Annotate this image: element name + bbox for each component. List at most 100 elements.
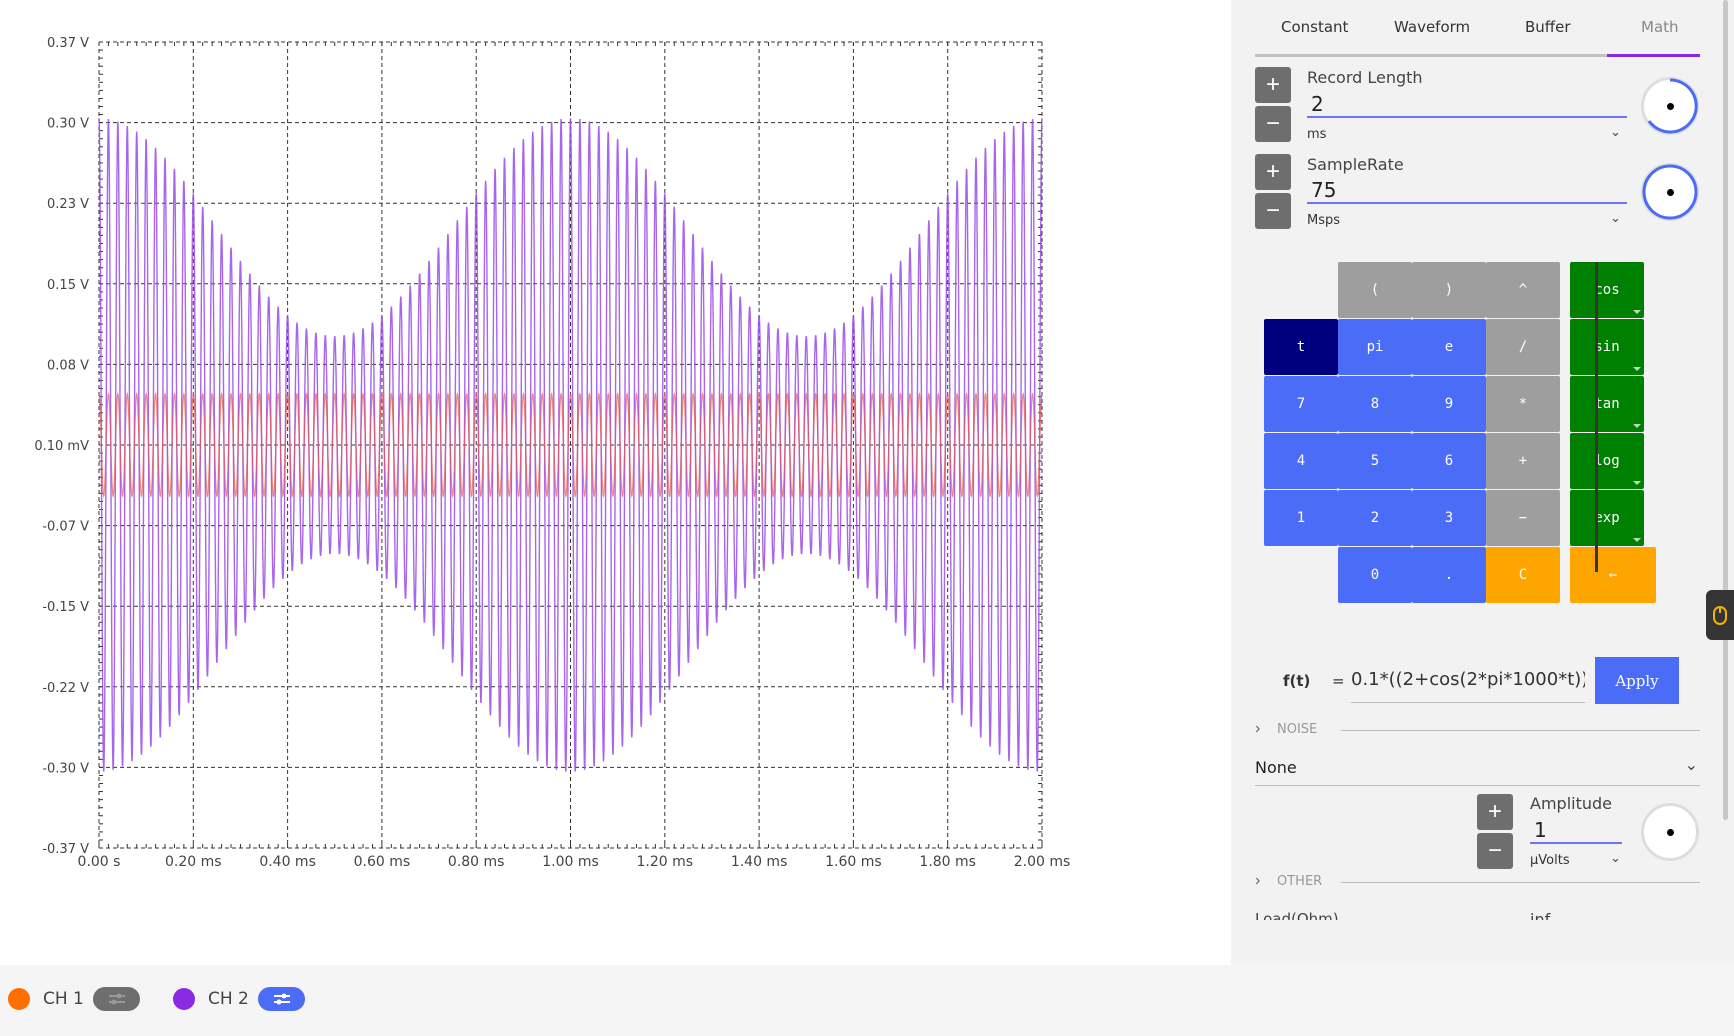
calc-key-22[interactable]: − — [1486, 490, 1560, 546]
function-equals: = — [1332, 672, 1345, 690]
y-tick-label: 0.23 V — [47, 197, 89, 212]
series-2-line[interactable] — [98, 392, 1043, 498]
x-tick-label: 0.60 ms — [354, 854, 411, 870]
chevron-down-icon: ⌄ — [1684, 755, 1698, 774]
calc-key-2[interactable]: ^ — [1486, 262, 1560, 318]
noise-section-header[interactable]: › NOISE — [1255, 720, 1700, 740]
calc-key-14[interactable]: 4 — [1264, 433, 1338, 489]
calc-key-20[interactable]: 2 — [1338, 490, 1412, 546]
amplitude-knob[interactable] — [1641, 803, 1699, 861]
amplitude-plus-button[interactable]: + — [1477, 794, 1513, 830]
calc-key-23[interactable]: exp — [1570, 490, 1644, 546]
y-tick-label: -0.07 V — [42, 520, 89, 535]
calc-key-12[interactable]: * — [1486, 376, 1560, 432]
calc-key-9[interactable]: 7 — [1264, 376, 1338, 432]
y-tick-label: 0.10 mV — [34, 439, 89, 454]
ch2-label: CH 2 — [208, 989, 249, 1009]
calc-key-0[interactable]: ( — [1338, 262, 1412, 318]
chevron-down-icon[interactable]: ⌄ — [1610, 210, 1621, 225]
record-length-input[interactable]: 2 — [1307, 92, 1627, 118]
sample-rate-label: SampleRate — [1307, 155, 1404, 174]
calc-key-11[interactable]: 9 — [1412, 376, 1486, 432]
mouse-icon — [1713, 606, 1727, 625]
calc-key-21[interactable]: 3 — [1412, 490, 1486, 546]
calc-key-10[interactable]: 8 — [1338, 376, 1412, 432]
x-tick-label: 2.00 ms — [1014, 854, 1071, 870]
series-1-line[interactable] — [98, 118, 1043, 772]
amplitude-input[interactable]: 1 — [1530, 818, 1622, 844]
calc-key-1[interactable]: ) — [1412, 262, 1486, 318]
ch1-label: CH 1 — [43, 989, 84, 1009]
other-section-header[interactable]: › OTHER — [1255, 872, 1700, 892]
calc-key-5[interactable]: pi — [1338, 319, 1412, 375]
amplitude-minus-button[interactable]: − — [1477, 833, 1513, 869]
tab-waveform[interactable]: Waveform — [1394, 18, 1471, 36]
sample-rate-plus-button[interactable]: + — [1255, 154, 1291, 190]
channel-2[interactable]: CH 2 — [173, 987, 305, 1011]
load-value: inf — [1530, 910, 1551, 920]
x-tick-label: 1.40 ms — [731, 854, 788, 870]
chevron-down-icon[interactable]: ⌄ — [1610, 850, 1621, 865]
load-label: Load(Ohm) — [1255, 910, 1339, 920]
x-tick-label: 0.00 s — [78, 854, 121, 870]
panel-scrollbar[interactable] — [1723, 0, 1728, 820]
sample-rate-input[interactable]: 75 — [1307, 178, 1627, 204]
plot-area[interactable]: 0.37 V 0.30 V 0.23 V 0.15 V 0.08 V 0.10 mV -0.… — [0, 0, 1231, 965]
tab-constant[interactable]: Constant — [1281, 18, 1349, 36]
noise-section-label: NOISE — [1277, 722, 1318, 737]
calc-key-24[interactable]: 0 — [1338, 547, 1412, 603]
calc-key-3[interactable]: cos — [1570, 262, 1644, 318]
y-tick-label: -0.22 V — [42, 681, 89, 696]
noise-type-value: None — [1255, 758, 1297, 777]
x-tick-label: 1.60 ms — [825, 854, 882, 870]
sliders-icon — [273, 993, 290, 1005]
x-tick-label: 1.80 ms — [919, 854, 976, 870]
record-length-unit-select[interactable]: ms — [1307, 127, 1327, 142]
y-tick-label: 0.30 V — [47, 117, 89, 132]
calc-key-19[interactable]: 1 — [1264, 490, 1338, 546]
side-collapse-handle[interactable] — [1706, 590, 1734, 640]
tab-bar: Constant Waveform Buffer Math — [1255, 14, 1700, 57]
function-label: f(t) — [1283, 672, 1311, 690]
calc-key-18[interactable]: log — [1570, 433, 1644, 489]
sample-rate-knob[interactable] — [1641, 163, 1699, 221]
calc-key-15[interactable]: 5 — [1338, 433, 1412, 489]
calc-key-8[interactable]: sin — [1570, 319, 1644, 375]
x-tick-label: 1.00 ms — [542, 854, 599, 870]
noise-type-select[interactable]: None ⌄ — [1255, 755, 1700, 786]
calc-key-17[interactable]: + — [1486, 433, 1560, 489]
calc-key-4[interactable]: t — [1264, 319, 1338, 375]
sliders-icon — [108, 993, 125, 1005]
knob-indicator — [1667, 103, 1674, 110]
calc-key-25[interactable]: . — [1412, 547, 1486, 603]
other-section-label: OTHER — [1277, 874, 1323, 889]
record-length-knob[interactable] — [1641, 77, 1699, 135]
sample-rate-minus-button[interactable]: − — [1255, 193, 1291, 229]
chevron-down-icon[interactable]: ⌄ — [1610, 124, 1621, 139]
calc-key-6[interactable]: e — [1412, 319, 1486, 375]
sample-rate-unit-select[interactable]: Msps — [1307, 213, 1341, 228]
calc-key-26[interactable]: C — [1486, 547, 1560, 603]
function-input[interactable]: 0.1*((2+cos(2*pi*1000*t))* — [1351, 658, 1585, 703]
apply-button[interactable]: Apply — [1595, 657, 1679, 704]
y-tick-label: 0.08 V — [47, 358, 89, 373]
record-length-plus-button[interactable]: + — [1255, 67, 1291, 103]
ch1-settings-button[interactable] — [93, 987, 140, 1011]
tab-buffer[interactable]: Buffer — [1525, 18, 1571, 36]
x-tick-label: 0.40 ms — [259, 854, 316, 870]
calc-key-27[interactable]: ← — [1570, 547, 1656, 603]
calc-key-16[interactable]: 6 — [1412, 433, 1486, 489]
y-tick-label: 0.37 V — [47, 36, 89, 51]
tab-math[interactable]: Math — [1641, 18, 1679, 36]
chart-svg[interactable]: 0.37 V 0.30 V 0.23 V 0.15 V 0.08 V 0.10 mV -0.… — [0, 0, 1231, 965]
keypad-separator — [1595, 262, 1598, 572]
calc-key-13[interactable]: tan — [1570, 376, 1644, 432]
calc-key-7[interactable]: / — [1486, 319, 1560, 375]
amplitude-unit-select[interactable]: μVolts — [1530, 853, 1570, 868]
ch2-settings-button[interactable] — [258, 987, 305, 1011]
record-length-minus-button[interactable]: − — [1255, 106, 1291, 142]
minus-icon: − — [1487, 837, 1502, 864]
minus-icon: − — [1265, 110, 1280, 137]
x-tick-label: 1.20 ms — [637, 854, 694, 870]
channel-1[interactable]: CH 1 — [8, 987, 140, 1011]
